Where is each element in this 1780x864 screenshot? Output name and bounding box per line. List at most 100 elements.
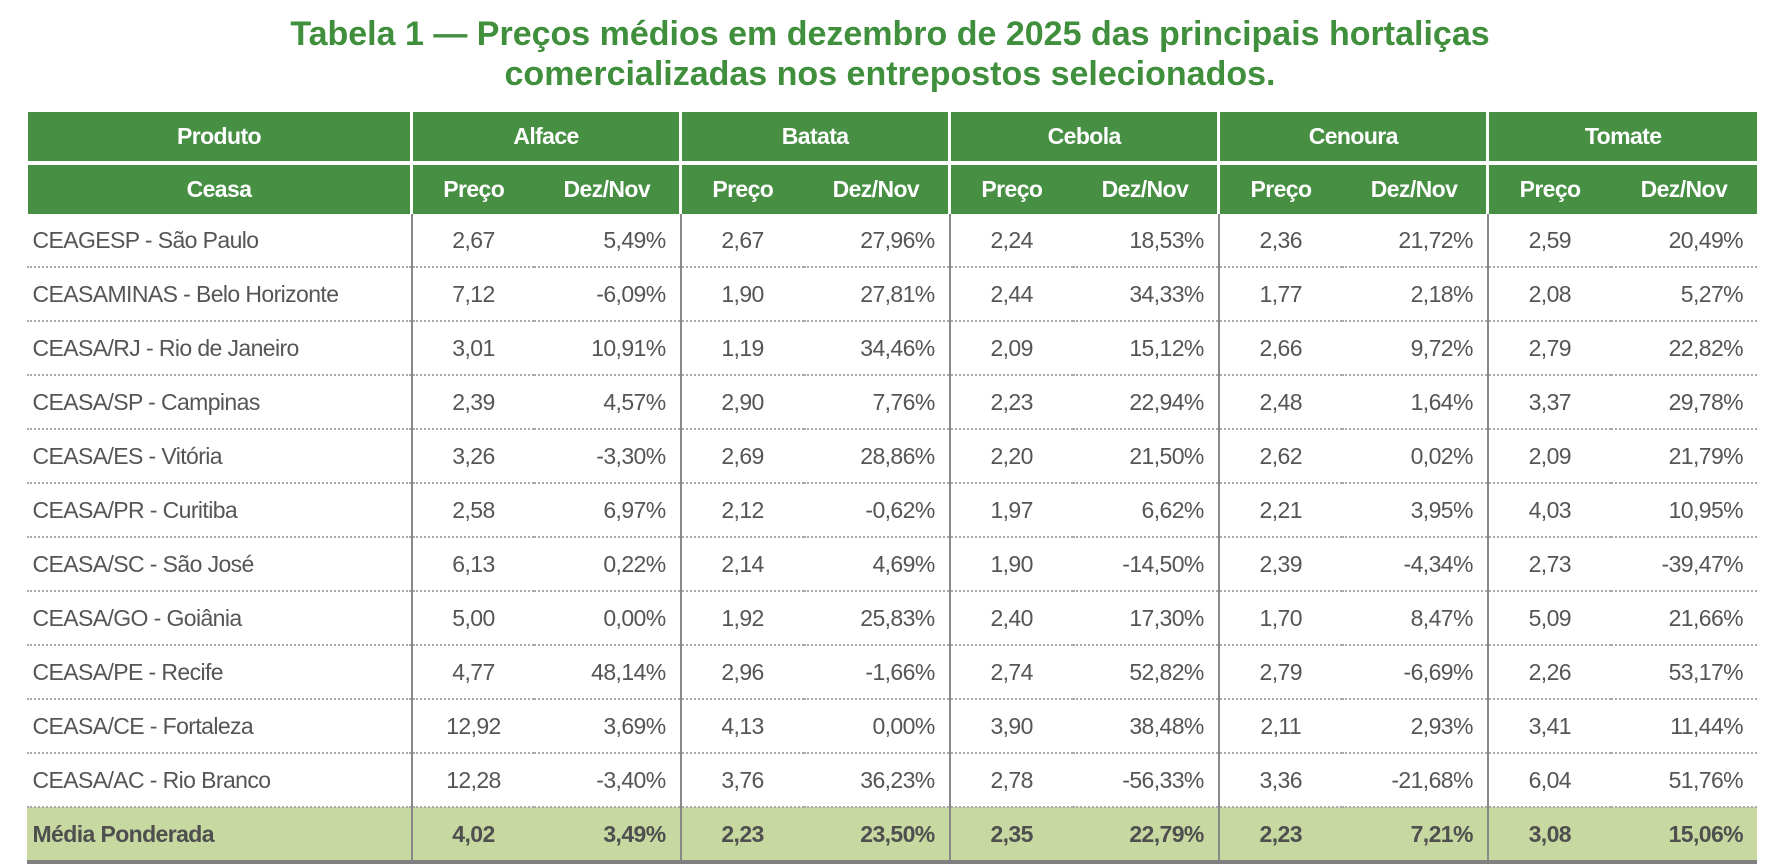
change-cell: 7,21% xyxy=(1341,807,1488,864)
price-cell: 1,77 xyxy=(1217,267,1342,322)
price-cell: 6,13 xyxy=(410,537,535,592)
ceasa-name: CEASA/RJ - Rio de Janeiro xyxy=(26,321,412,376)
ceasa-name: CEASA/ES - Vitória xyxy=(26,429,412,484)
change-cell: 15,06% xyxy=(1610,807,1757,864)
price-cell: 2,90 xyxy=(679,375,804,430)
change-cell: 8,47% xyxy=(1341,591,1488,646)
change-cell: 27,81% xyxy=(803,267,950,322)
price-cell: 2,14 xyxy=(679,537,804,592)
average-row: Média Ponderada 4,02 3,49% 2,23 23,50% 2,35 22… xyxy=(26,807,1757,864)
change-cell: 3,95% xyxy=(1341,483,1488,538)
price-cell: 5,00 xyxy=(410,591,535,646)
price-cell: 2,08 xyxy=(1486,267,1611,322)
change-cell: 7,76% xyxy=(803,375,950,430)
price-cell: 2,73 xyxy=(1486,537,1611,592)
table-row: CEASA/ES - Vitória 3,26 -3,30% 2,69 28,86% 2,… xyxy=(26,429,1757,484)
change-cell: -6,69% xyxy=(1341,645,1488,700)
price-cell: 7,12 xyxy=(410,267,535,322)
change-cell: 21,72% xyxy=(1341,214,1488,268)
change-cell: 0,00% xyxy=(803,699,950,754)
price-cell: 3,41 xyxy=(1486,699,1611,754)
change-cell: 18,53% xyxy=(1072,214,1219,268)
price-cell: 2,67 xyxy=(679,214,804,268)
change-cell: 34,33% xyxy=(1072,267,1219,322)
price-cell: 1,70 xyxy=(1217,591,1342,646)
change-cell: 48,14% xyxy=(534,645,681,700)
change-cell: 0,00% xyxy=(534,591,681,646)
change-cell: 28,86% xyxy=(803,429,950,484)
ceasa-name: CEASA/PE - Recife xyxy=(26,645,412,700)
price-cell: 4,02 xyxy=(410,807,535,864)
change-cell: 2,93% xyxy=(1341,699,1488,754)
header-dez-nov: Dez/Nov xyxy=(1610,163,1757,214)
change-cell: 2,18% xyxy=(1341,267,1488,322)
header-produto: Produto xyxy=(25,112,412,165)
price-cell: 2,69 xyxy=(679,429,804,484)
price-cell: 2,58 xyxy=(410,483,535,538)
change-cell: 25,83% xyxy=(803,591,950,646)
header-row-products: Produto Alface Batata Cebola Cenoura Tom… xyxy=(25,112,1757,165)
price-cell: 2,96 xyxy=(679,645,804,700)
header-preco: Preço xyxy=(1217,163,1342,214)
header-dez-nov: Dez/Nov xyxy=(534,163,681,214)
ceasa-name: CEAGESP - São Paulo xyxy=(26,214,412,268)
price-cell: 2,79 xyxy=(1486,321,1611,376)
change-cell: 22,82% xyxy=(1610,321,1757,376)
table-row: CEASA/CE - Fortaleza 12,92 3,69% 4,13 0,00% 3… xyxy=(26,699,1757,754)
table-row: CEASA/SC - São José 6,13 0,22% 2,14 4,69% 1,9… xyxy=(26,537,1757,592)
header-product-tomate: Tomate xyxy=(1486,112,1757,165)
table-row: CEASAMINAS - Belo Horizonte 7,12 -6,09% 1,9… xyxy=(26,267,1757,322)
change-cell: -3,40% xyxy=(534,753,681,808)
change-cell: 6,97% xyxy=(534,483,681,538)
price-cell: 3,01 xyxy=(410,321,535,376)
change-cell: -14,50% xyxy=(1072,537,1219,592)
price-cell: 3,76 xyxy=(679,753,804,808)
ceasa-name: CEASA/CE - Fortaleza xyxy=(26,699,412,754)
header-preco: Preço xyxy=(1486,163,1611,214)
change-cell: -21,68% xyxy=(1341,753,1488,808)
change-cell: -56,33% xyxy=(1072,753,1219,808)
change-cell: 3,69% xyxy=(534,699,681,754)
price-cell: 12,92 xyxy=(410,699,535,754)
price-cell: 4,13 xyxy=(679,699,804,754)
change-cell: 10,95% xyxy=(1610,483,1757,538)
price-cell: 2,48 xyxy=(1217,375,1342,430)
change-cell: 1,64% xyxy=(1341,375,1488,430)
price-cell: 3,08 xyxy=(1486,807,1611,864)
price-cell: 1,97 xyxy=(948,483,1073,538)
price-cell: 1,90 xyxy=(948,537,1073,592)
change-cell: -1,66% xyxy=(803,645,950,700)
price-cell: 5,09 xyxy=(1486,591,1611,646)
change-cell: 23,50% xyxy=(803,807,950,864)
price-cell: 2,26 xyxy=(1486,645,1611,700)
change-cell: 22,94% xyxy=(1072,375,1219,430)
change-cell: 52,82% xyxy=(1072,645,1219,700)
change-cell: 5,49% xyxy=(534,214,681,268)
header-dez-nov: Dez/Nov xyxy=(1341,163,1488,214)
table-row: CEAGESP - São Paulo 2,67 5,49% 2,67 27,96% 2,… xyxy=(26,214,1757,268)
price-cell: 2,39 xyxy=(410,375,535,430)
price-cell: 2,12 xyxy=(679,483,804,538)
price-cell: 2,35 xyxy=(948,807,1073,864)
price-cell: 2,44 xyxy=(948,267,1073,322)
price-cell: 2,23 xyxy=(1217,807,1342,864)
change-cell: 4,57% xyxy=(534,375,681,430)
change-cell: 27,96% xyxy=(803,214,950,268)
change-cell: -39,47% xyxy=(1610,537,1757,592)
ceasa-name: CEASA/SP - Campinas xyxy=(26,375,412,430)
ceasa-name: CEASA/GO - Goiânia xyxy=(26,591,412,646)
ceasa-name: CEASA/PR - Curitiba xyxy=(26,483,412,538)
change-cell: 34,46% xyxy=(803,321,950,376)
ceasa-name: CEASA/SC - São José xyxy=(26,537,412,592)
table-row: CEASA/PR - Curitiba 2,58 6,97% 2,12 -0,62% 1,… xyxy=(26,483,1757,538)
change-cell: 17,30% xyxy=(1072,591,1219,646)
change-cell: 6,62% xyxy=(1072,483,1219,538)
price-cell: 2,74 xyxy=(948,645,1073,700)
change-cell: -4,34% xyxy=(1341,537,1488,592)
change-cell: 11,44% xyxy=(1610,699,1757,754)
change-cell: 21,50% xyxy=(1072,429,1219,484)
header-product-batata: Batata xyxy=(679,112,950,165)
price-cell: 6,04 xyxy=(1486,753,1611,808)
price-cell: 2,62 xyxy=(1217,429,1342,484)
change-cell: -0,62% xyxy=(803,483,950,538)
